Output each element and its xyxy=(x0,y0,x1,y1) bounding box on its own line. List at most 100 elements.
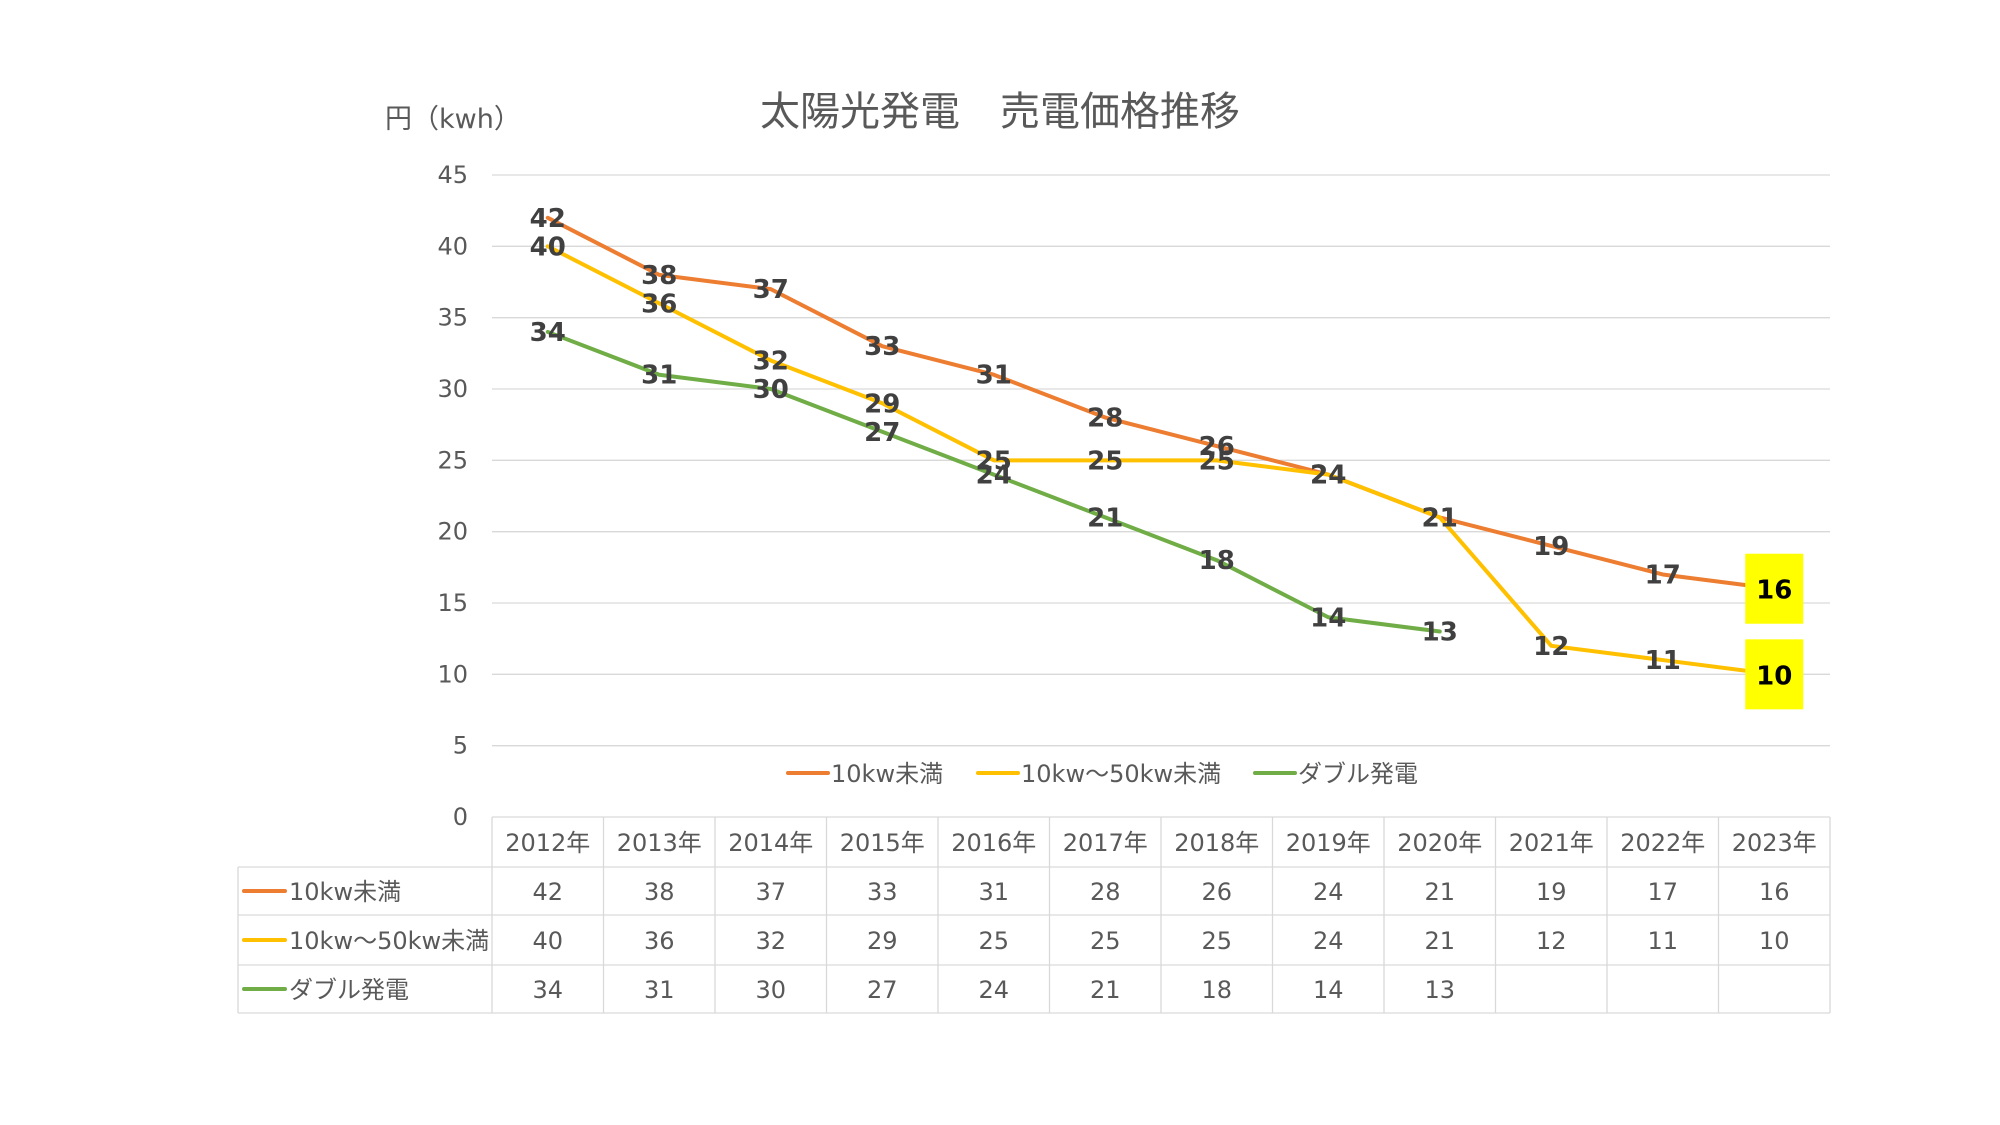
data-label: 27 xyxy=(864,418,900,448)
table-cell: 25 xyxy=(1201,927,1232,955)
x-category-label: 2012年 xyxy=(505,829,590,857)
table-cell: 31 xyxy=(978,878,1009,906)
series-line-2 xyxy=(545,244,1777,677)
data-label: 24 xyxy=(1310,461,1346,491)
y-tick-label: 30 xyxy=(437,375,468,403)
x-category-label: 2017年 xyxy=(1063,829,1148,857)
data-label: 14 xyxy=(1310,603,1346,633)
y-tick-label: 35 xyxy=(437,304,468,332)
table-cell: 27 xyxy=(867,976,898,1004)
data-label: 18 xyxy=(1199,546,1235,576)
table-cell: 24 xyxy=(978,976,1009,1004)
table-cell: 32 xyxy=(755,927,786,955)
data-label: 25 xyxy=(1087,446,1123,476)
table-cell: 21 xyxy=(1090,976,1121,1004)
table-cell: 36 xyxy=(644,927,675,955)
x-category-label: 2014年 xyxy=(728,829,813,857)
table-row-label: ダブル発電 xyxy=(289,976,409,1004)
table-cell: 25 xyxy=(1090,927,1121,955)
y-axis-ticks: 0 5 10 15 20 25 30 35 40 45 xyxy=(437,161,468,831)
table-cell: 30 xyxy=(755,976,786,1004)
x-category-label: 2023年 xyxy=(1732,829,1817,857)
data-label: 21 xyxy=(1422,503,1458,533)
y-tick-label: 15 xyxy=(437,589,468,617)
data-label: 40 xyxy=(530,232,566,262)
data-label: 29 xyxy=(864,389,900,419)
data-label: 21 xyxy=(1087,503,1123,533)
table-cell: 29 xyxy=(867,927,898,955)
y-axis-unit-label: 円（kwh） xyxy=(385,104,521,135)
table-row-label: 10kw～50kw未満 xyxy=(289,927,489,955)
data-label: 13 xyxy=(1422,618,1458,648)
data-label: 42 xyxy=(530,204,566,234)
x-category-label: 2020年 xyxy=(1397,829,1482,857)
data-label: 28 xyxy=(1087,404,1123,434)
table-cell: 28 xyxy=(1090,878,1121,906)
data-label: 19 xyxy=(1533,532,1569,562)
x-category-label: 2018年 xyxy=(1174,829,1259,857)
legend: 10kw未満 10kw～50kw未満 ダブル発電 xyxy=(786,760,1418,788)
data-label: 25 xyxy=(976,446,1012,476)
legend-label: ダブル発電 xyxy=(1298,760,1418,788)
table-cell: 10 xyxy=(1759,927,1790,955)
data-label: 11 xyxy=(1645,646,1681,676)
data-label: 33 xyxy=(864,332,900,362)
table-row-label: 10kw未満 xyxy=(289,878,401,906)
x-category-label: 2013年 xyxy=(617,829,702,857)
table-cell: 34 xyxy=(532,976,563,1004)
y-tick-label: 45 xyxy=(437,161,468,189)
x-category-label: 2016年 xyxy=(951,829,1036,857)
table-cell: 13 xyxy=(1424,976,1455,1004)
table-cell: 18 xyxy=(1201,976,1232,1004)
data-label-highlight: 10 xyxy=(1756,661,1792,691)
series-lines xyxy=(545,215,1777,677)
table-cell: 40 xyxy=(532,927,563,955)
table-cell: 24 xyxy=(1313,878,1344,906)
table-cell: 37 xyxy=(755,878,786,906)
table-cell: 42 xyxy=(532,878,563,906)
legend-label: 10kw未満 xyxy=(831,760,943,788)
y-tick-label: 25 xyxy=(437,446,468,474)
data-table: 2012年 2013年 2014年 2015年 2016年 2017年 2018年 2019年… xyxy=(237,816,1831,1014)
y-tick-label: 20 xyxy=(437,518,468,546)
data-label: 31 xyxy=(641,361,677,391)
data-label: 24 xyxy=(1310,461,1346,491)
data-label-highlight: 16 xyxy=(1756,576,1792,606)
x-category-label: 2022年 xyxy=(1620,829,1705,857)
data-label: 36 xyxy=(641,289,677,319)
data-label: 24 xyxy=(976,461,1012,491)
table-cell: 12 xyxy=(1536,927,1567,955)
table-cell: 14 xyxy=(1313,976,1344,1004)
data-label: 32 xyxy=(753,346,789,376)
highlight-box xyxy=(1745,553,1804,624)
data-label: 17 xyxy=(1645,560,1681,590)
series-line-1 xyxy=(545,215,1777,591)
data-label: 26 xyxy=(1199,432,1235,462)
data-label: 12 xyxy=(1533,632,1569,662)
data-label: 30 xyxy=(753,375,789,405)
table-cell: 38 xyxy=(644,878,675,906)
y-tick-label: 0 xyxy=(453,803,468,831)
table-cell: 21 xyxy=(1424,878,1455,906)
data-label: 21 xyxy=(1422,503,1458,533)
x-category-label: 2015年 xyxy=(840,829,925,857)
x-category-label: 2021年 xyxy=(1509,829,1594,857)
table-cell: 11 xyxy=(1647,927,1678,955)
chart-title: 太陽光発電 売電価格推移 xyxy=(760,89,1240,135)
table-cell: 25 xyxy=(978,927,1009,955)
x-category-label: 2019年 xyxy=(1286,829,1371,857)
y-tick-label: 10 xyxy=(437,660,468,688)
series-line-3 xyxy=(545,329,1442,634)
table-cell: 31 xyxy=(644,976,675,1004)
legend-label: 10kw～50kw未満 xyxy=(1021,760,1221,788)
data-label: 38 xyxy=(641,261,677,291)
table-cell: 24 xyxy=(1313,927,1344,955)
table-cell: 19 xyxy=(1536,878,1567,906)
data-label: 37 xyxy=(753,275,789,305)
y-tick-label: 5 xyxy=(453,732,468,760)
y-tick-label: 40 xyxy=(437,232,468,260)
highlight-box xyxy=(1745,639,1804,710)
data-label: 25 xyxy=(1199,446,1235,476)
